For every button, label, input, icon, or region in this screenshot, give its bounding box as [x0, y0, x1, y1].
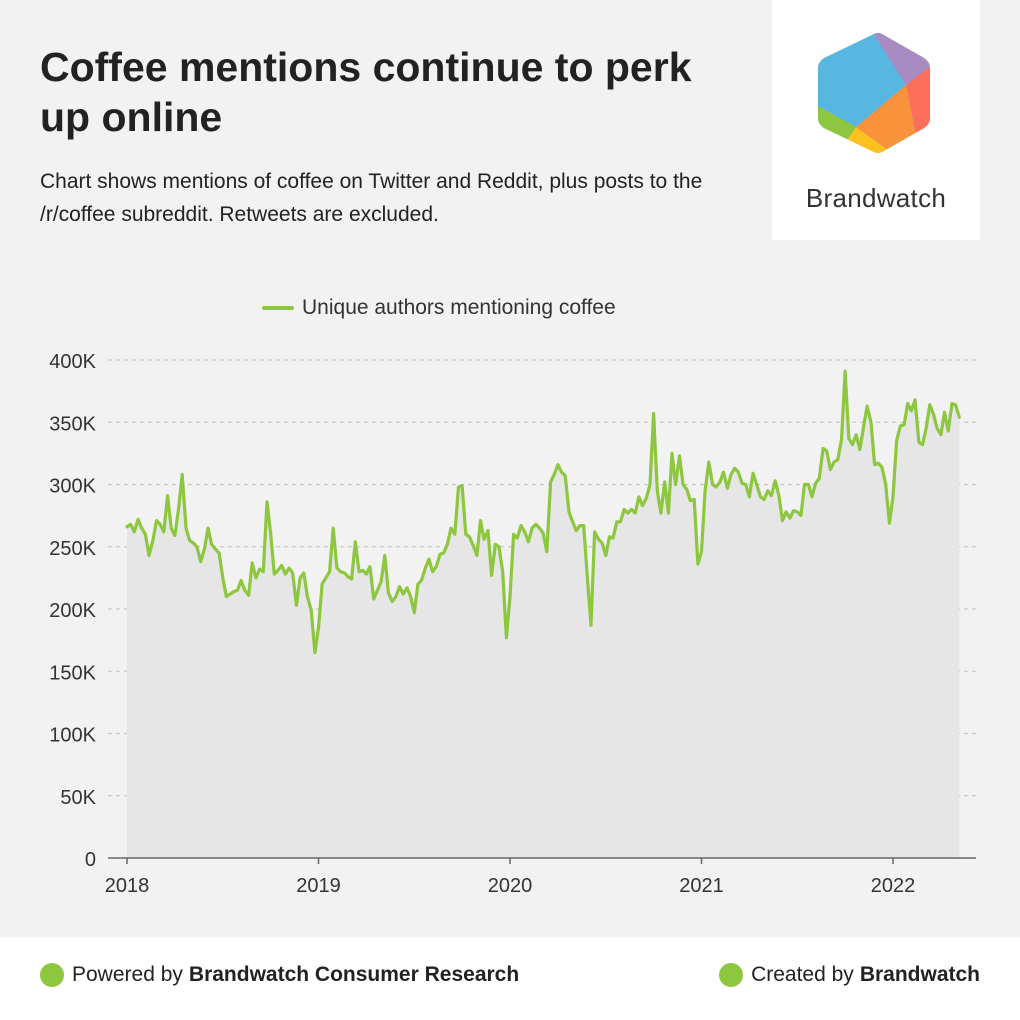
- green-dot-icon: [719, 963, 744, 987]
- y-tick-label: 200K: [49, 600, 96, 622]
- y-tick-label: 0: [85, 849, 96, 871]
- y-tick-label: 350K: [49, 413, 96, 435]
- y-tick-label: 300K: [49, 476, 96, 498]
- created-by[interactable]: Created by Brandwatch: [719, 963, 980, 987]
- line-chart: 0 50K 100K 150K 200K 250K 300K 350K 400K 2018 2019…: [49, 351, 976, 897]
- powered-by-name: Brandwatch Consumer Research: [188, 963, 520, 986]
- created-by-name: Brandwatch: [859, 963, 980, 986]
- x-tick-label: 2018: [105, 875, 150, 897]
- y-tick-label: 50K: [60, 787, 96, 809]
- chart-subtitle: Chart shows mentions of coffee on Twitte…: [40, 170, 703, 226]
- brand-logo-text: Brandwatch: [805, 183, 947, 213]
- created-by-prefix: Created by: [751, 963, 854, 986]
- x-tick-label: 2019: [296, 875, 341, 897]
- footer: Powered by Brandwatch Consumer Research …: [0, 937, 1020, 1020]
- legend-label: Unique authors mentioning coffee: [302, 296, 616, 319]
- y-tick-label: 100K: [49, 725, 96, 747]
- powered-by-prefix: Powered by: [72, 963, 183, 986]
- legend-swatch: [262, 306, 294, 310]
- x-tick-label: 2021: [679, 875, 724, 897]
- y-tick-label: 250K: [49, 538, 96, 560]
- series-line: [125, 369, 961, 655]
- series-area: [127, 371, 960, 858]
- powered-by[interactable]: Powered by Brandwatch Consumer Research: [40, 963, 519, 987]
- x-tick-label: 2022: [871, 875, 916, 897]
- x-tick-label: 2020: [488, 875, 533, 897]
- brand-logo-box[interactable]: Brandwatch: [772, 0, 980, 240]
- brandwatch-hexagon-logo-icon: [818, 33, 930, 153]
- y-tick-label: 150K: [49, 662, 96, 684]
- chart-legend[interactable]: Unique authors mentioning coffee: [262, 294, 616, 322]
- y-tick-label: 400K: [49, 351, 96, 373]
- chart-title: Coffee mentions continue to perk up onli…: [40, 44, 692, 140]
- green-dot-icon: [40, 963, 64, 987]
